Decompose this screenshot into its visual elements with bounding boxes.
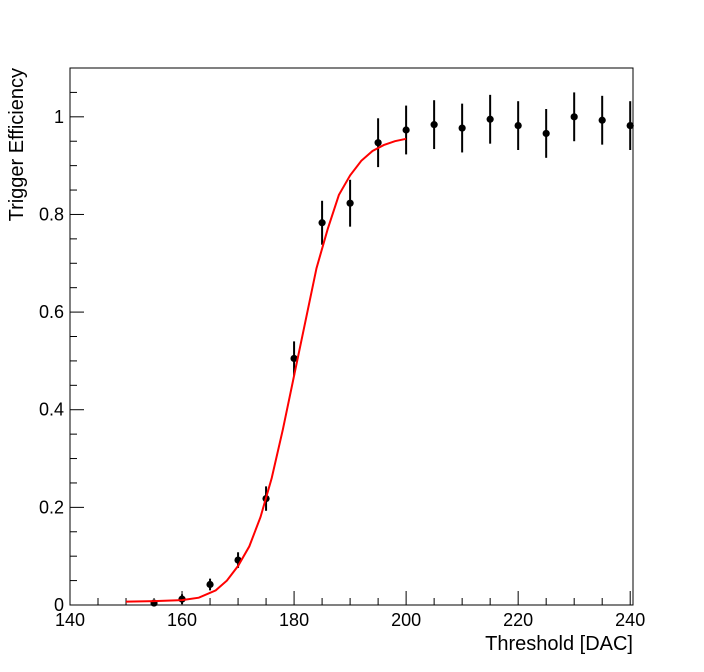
data-point bbox=[626, 122, 634, 130]
fit-curve bbox=[125, 137, 407, 603]
data-point bbox=[458, 124, 466, 132]
data-point bbox=[514, 122, 522, 130]
data-point bbox=[570, 113, 578, 121]
axes: 140 160 180 200 220 240 0 0.2 0.4 0.6 0.8 1 bbox=[39, 67, 645, 630]
y-tick-label: 0.2 bbox=[39, 497, 64, 517]
x-tick-label: 140 bbox=[55, 610, 85, 630]
y-tick-label: 0 bbox=[54, 595, 64, 615]
data-point bbox=[318, 219, 326, 227]
data-point bbox=[402, 126, 410, 134]
y-tick-label: 0.6 bbox=[39, 302, 64, 322]
data-point bbox=[598, 116, 606, 124]
x-tick-label: 220 bbox=[503, 610, 533, 630]
data-point bbox=[374, 139, 382, 147]
y-tick-label: 1 bbox=[54, 107, 64, 127]
data-point bbox=[542, 129, 550, 138]
data-point bbox=[486, 115, 494, 123]
x-axis-title: Threshold [DAC] bbox=[485, 633, 633, 655]
data-point bbox=[346, 199, 354, 207]
data-point bbox=[290, 354, 298, 363]
x-tick-label: 160 bbox=[167, 610, 197, 630]
plot-frame bbox=[69, 67, 634, 606]
x-tick-label: 240 bbox=[615, 610, 645, 630]
x-tick-label: 180 bbox=[279, 610, 309, 630]
y-tick-label: 0.4 bbox=[39, 400, 64, 420]
series-group bbox=[125, 92, 634, 607]
data-point bbox=[206, 580, 214, 589]
data-point bbox=[430, 121, 438, 129]
y-tick-label: 0.8 bbox=[39, 204, 64, 224]
x-tick-label: 200 bbox=[391, 610, 421, 630]
y-axis-title: Trigger Efficiency bbox=[6, 68, 28, 221]
